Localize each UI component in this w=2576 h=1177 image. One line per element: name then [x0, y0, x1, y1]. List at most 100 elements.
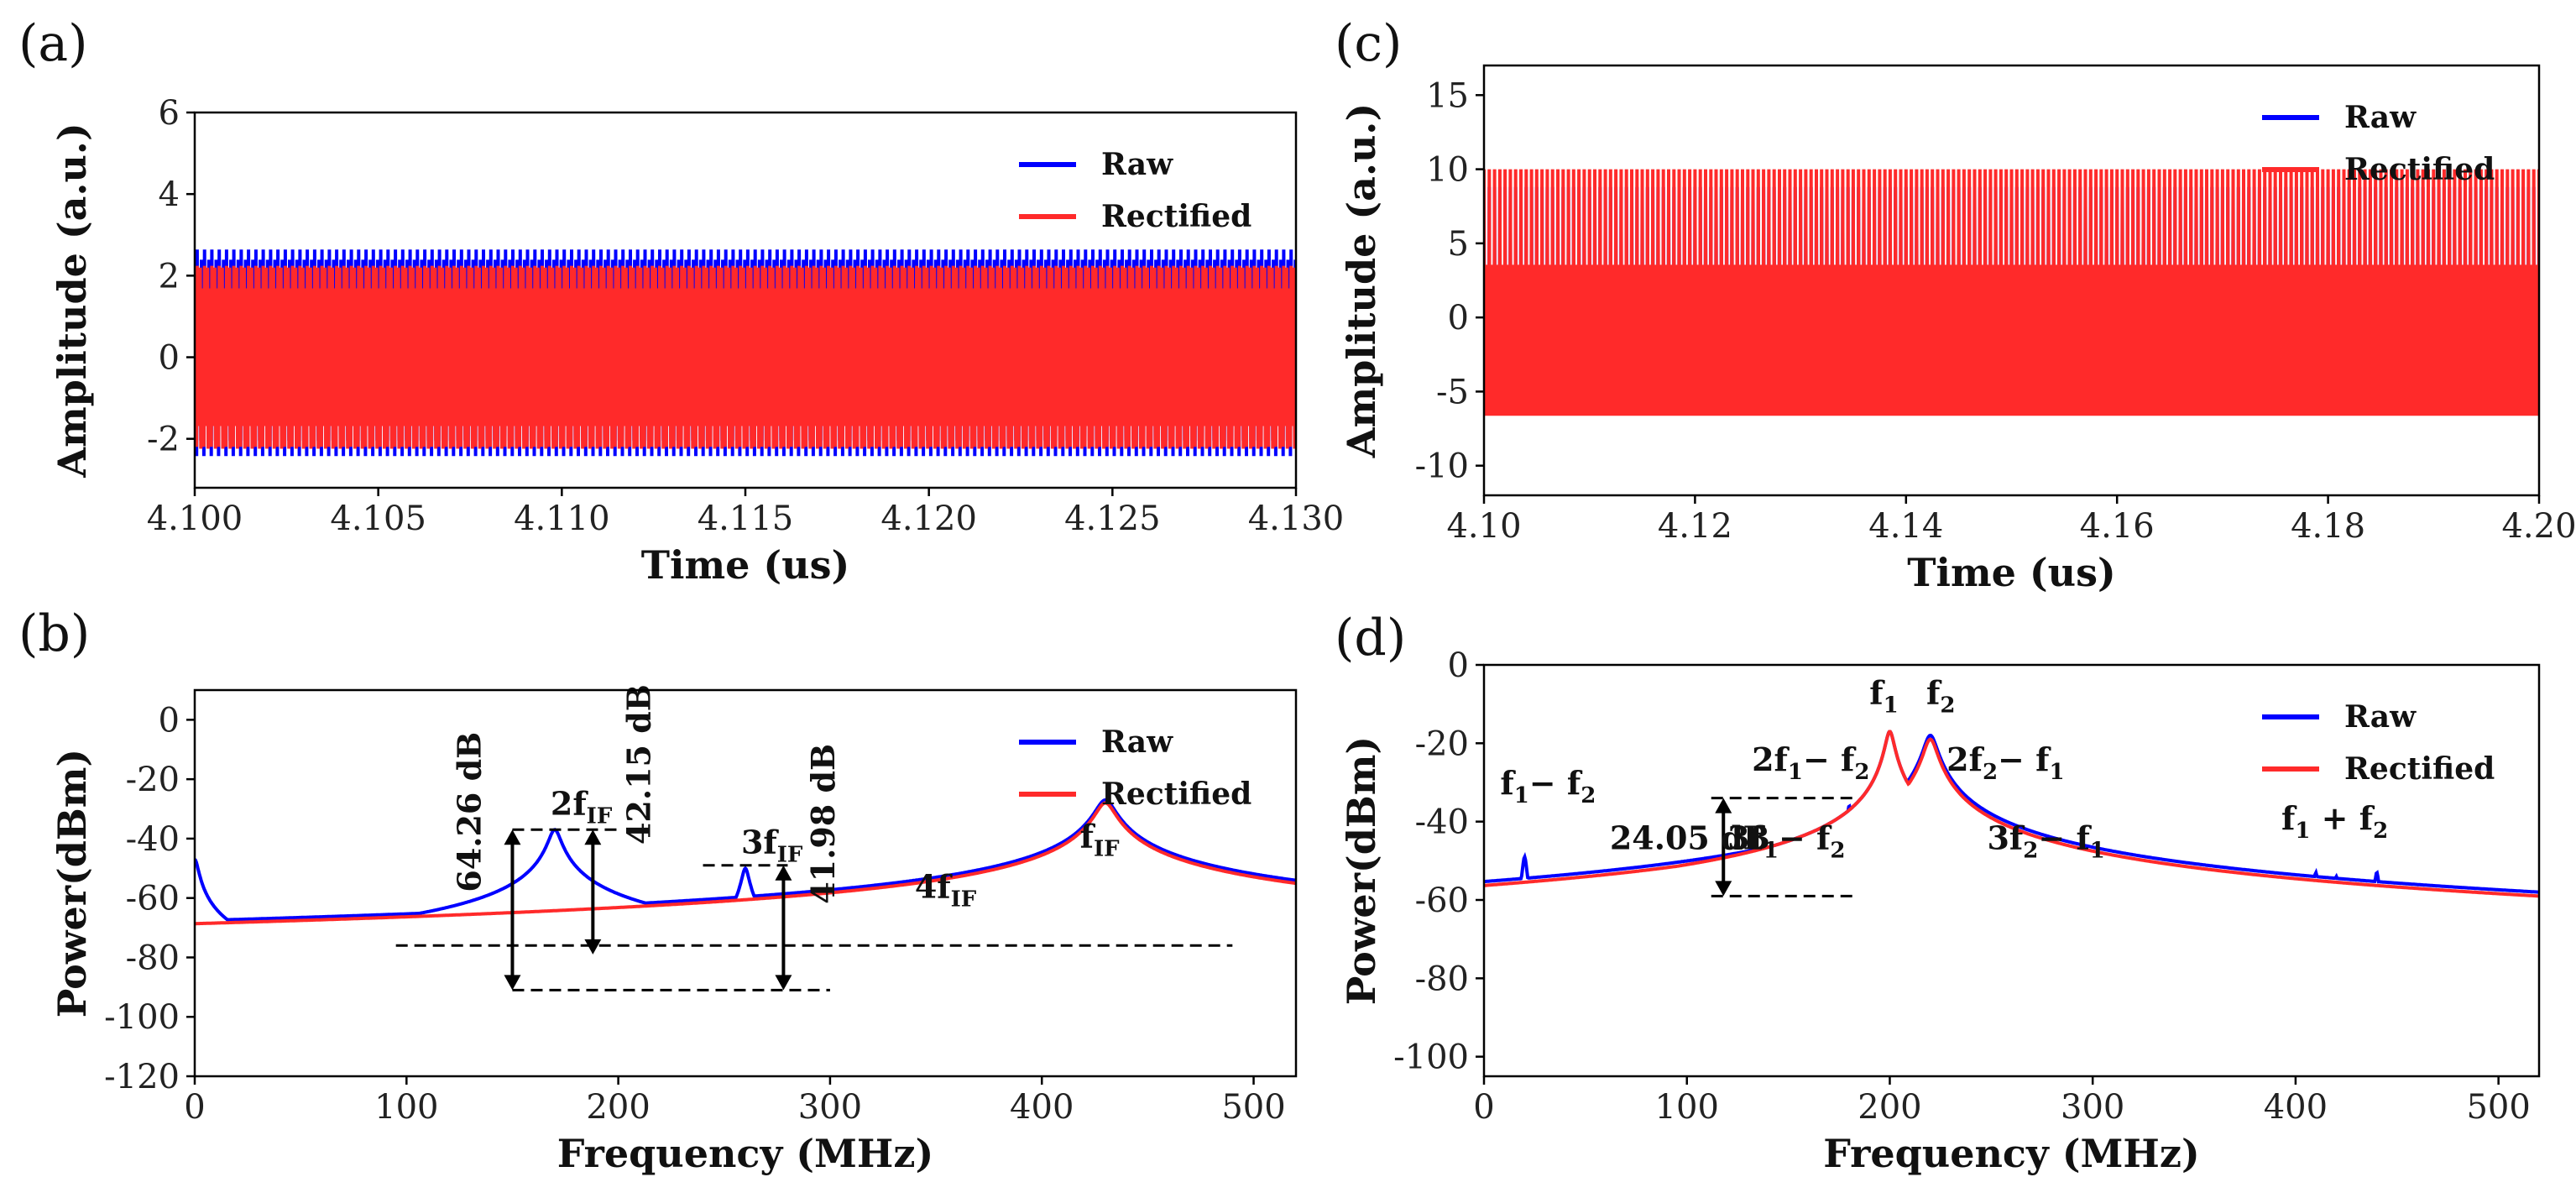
- x-tick-label-b-1: 100: [374, 1088, 438, 1127]
- legend-a: Raw Rectified: [1019, 147, 1251, 234]
- x-tick-label-a-1: 4.105: [330, 500, 426, 538]
- x-tick-label-c-2: 4.14: [1868, 507, 1943, 546]
- series-line-a-rectified: [195, 265, 1296, 449]
- x-tick-label-b-3: 300: [798, 1088, 862, 1127]
- annotation-d-2: f2: [1926, 674, 1955, 719]
- x-tick-label-c-5: 4.20: [2501, 507, 2576, 546]
- x-axis-label-a: Time (us): [641, 542, 850, 588]
- y-tick-label-d-0: -100: [1393, 1038, 1469, 1077]
- series-line-c-rectified: [1484, 169, 2539, 416]
- annotation-d-5: 24.05 dB: [1610, 819, 1770, 856]
- x-tick-label-d-5: 500: [2466, 1088, 2530, 1127]
- legend-label-b-raw: Raw: [1101, 725, 1173, 760]
- y-tick-label-b-4: -40: [126, 820, 180, 859]
- x-tick-label-c-1: 4.12: [1658, 507, 1732, 546]
- x-tick-label-a-3: 4.115: [698, 500, 794, 538]
- annotation-d-1: f1: [1869, 674, 1898, 719]
- y-tick-label-b-5: -20: [126, 761, 180, 799]
- legend-label-c-rectified: Rectified: [2344, 152, 2495, 187]
- x-tick-label-d-3: 300: [2061, 1088, 2124, 1127]
- y-tick-label-b-3: -60: [126, 880, 180, 918]
- chart-panel-a: 4.100 4.105 4.110 4.115 4.120 4.125 4.130 -2 0 2 4…: [50, 94, 1344, 588]
- double-arrow-b-2: [775, 865, 792, 991]
- y-axis-label-a: Amplitude (a.u.): [50, 123, 95, 478]
- legend-label-a-rectified: Rectified: [1101, 199, 1251, 234]
- y-tick-label-a-2: 2: [159, 257, 180, 296]
- y-tick-label-c-2: 0: [1448, 299, 1469, 337]
- legend-label-a-raw: Raw: [1101, 147, 1173, 182]
- y-tick-label-b-6: 0: [159, 701, 180, 740]
- y-tick-label-d-5: 0: [1448, 646, 1469, 685]
- y-tick-label-c-4: 10: [1426, 151, 1469, 190]
- y-tick-label-a-0: -2: [147, 421, 180, 459]
- y-tick-label-b-2: -80: [126, 939, 180, 977]
- annotation-b-6: fIF: [1080, 818, 1121, 862]
- plot-frame-c: [1482, 64, 2541, 497]
- x-axis-label-c: Time (us): [1907, 550, 2116, 595]
- double-arrow-b-1: [584, 829, 602, 955]
- legend-c: Raw Rectified: [2262, 100, 2495, 187]
- annotation-b-0: 64.26 dB: [451, 732, 489, 892]
- panel-label-d: (d): [1335, 609, 1406, 667]
- x-tick-label-a-4: 4.120: [880, 500, 977, 538]
- x-tick-label-c-0: 4.10: [1446, 507, 1521, 546]
- x-tick-label-b-0: 0: [184, 1088, 205, 1127]
- annotation-d-8: f1 + f2: [2281, 799, 2388, 844]
- x-tick-label-a-0: 4.100: [147, 500, 243, 538]
- double-arrow-d-0: [1715, 798, 1732, 897]
- y-axis-label-d: Power(dBm): [1339, 736, 1384, 1005]
- x-tick-label-d-2: 200: [1858, 1088, 1921, 1127]
- chart-panel-c: 4.10 4.12 4.14 4.16 4.18 4.20 -10 -5 0 5 10 15 Time …: [1339, 64, 2576, 595]
- y-tick-label-b-1: -100: [104, 998, 180, 1037]
- y-tick-label-a-4: 6: [159, 94, 180, 133]
- y-tick-label-d-2: -60: [1415, 881, 1469, 920]
- x-tick-label-d-1: 100: [1655, 1088, 1719, 1127]
- annotation-b-5: 4fIF: [915, 868, 977, 913]
- x-tick-label-d-0: 0: [1473, 1088, 1494, 1127]
- x-tick-label-b-4: 400: [1010, 1088, 1074, 1127]
- plot-frame-b: [193, 688, 1298, 1078]
- annotation-d-7: 3f2− f1: [1987, 819, 2104, 863]
- y-tick-label-c-0: -10: [1415, 447, 1469, 486]
- series-line-d-raw: [1484, 730, 2539, 894]
- annotation-d-0: f1− f2: [1500, 764, 1596, 808]
- y-tick-label-c-1: -5: [1436, 373, 1469, 411]
- chart-panel-b: 64.26 dB 2fIF 42.15 dB 3fIF 41.98 dB 4fIF fIF 0…: [50, 684, 1298, 1176]
- x-tick-label-a-6: 4.130: [1248, 500, 1345, 538]
- y-tick-label-c-5: 15: [1426, 76, 1469, 115]
- y-tick-label-a-1: 0: [159, 339, 180, 378]
- annotation-b-3: 3fIF: [741, 824, 803, 868]
- y-tick-label-a-3: 4: [159, 175, 180, 214]
- annotation-d-4: 2f2− f1: [1946, 740, 2064, 785]
- annotation-b-4: 41.98 dB: [804, 744, 842, 904]
- x-axis-label-d: Frequency (MHz): [1823, 1131, 2199, 1176]
- y-tick-label-d-4: -20: [1415, 725, 1469, 763]
- y-axis-label-c: Amplitude (a.u.): [1339, 103, 1384, 458]
- panel-label-a: (a): [18, 14, 88, 73]
- y-tick-label-c-3: 5: [1448, 225, 1469, 264]
- x-tick-label-c-4: 4.18: [2291, 507, 2365, 546]
- annotation-d-6: 3f1− f2: [1727, 819, 1845, 863]
- y-tick-label-d-1: -80: [1415, 960, 1469, 998]
- legend-label-b-rectified: Rectified: [1101, 777, 1251, 812]
- x-tick-label-a-2: 4.110: [514, 500, 610, 538]
- y-tick-label-d-3: -40: [1415, 803, 1469, 842]
- panel-label-c: (c): [1335, 14, 1402, 73]
- legend-label-c-raw: Raw: [2344, 100, 2417, 135]
- series-line-b-rectified: [195, 801, 1296, 926]
- y-tick-label-b-0: -120: [104, 1058, 180, 1096]
- series-line-d-rectified: [1484, 730, 2539, 898]
- annotation-b-1: 2fIF: [551, 785, 613, 829]
- plot-frame-d: [1482, 663, 2541, 1078]
- y-axis-label-b: Power(dBm): [50, 749, 95, 1017]
- x-tick-label-d-4: 400: [2264, 1088, 2328, 1127]
- legend-label-d-raw: Raw: [2344, 699, 2417, 735]
- legend-b: Raw Rectified: [1019, 725, 1251, 812]
- annotation-d-3: 2f1− f2: [1752, 740, 1869, 785]
- x-tick-label-a-5: 4.125: [1064, 500, 1161, 538]
- x-tick-label-b-2: 200: [586, 1088, 650, 1127]
- x-axis-label-b: Frequency (MHz): [557, 1131, 933, 1176]
- panel-label-b: (b): [18, 604, 90, 663]
